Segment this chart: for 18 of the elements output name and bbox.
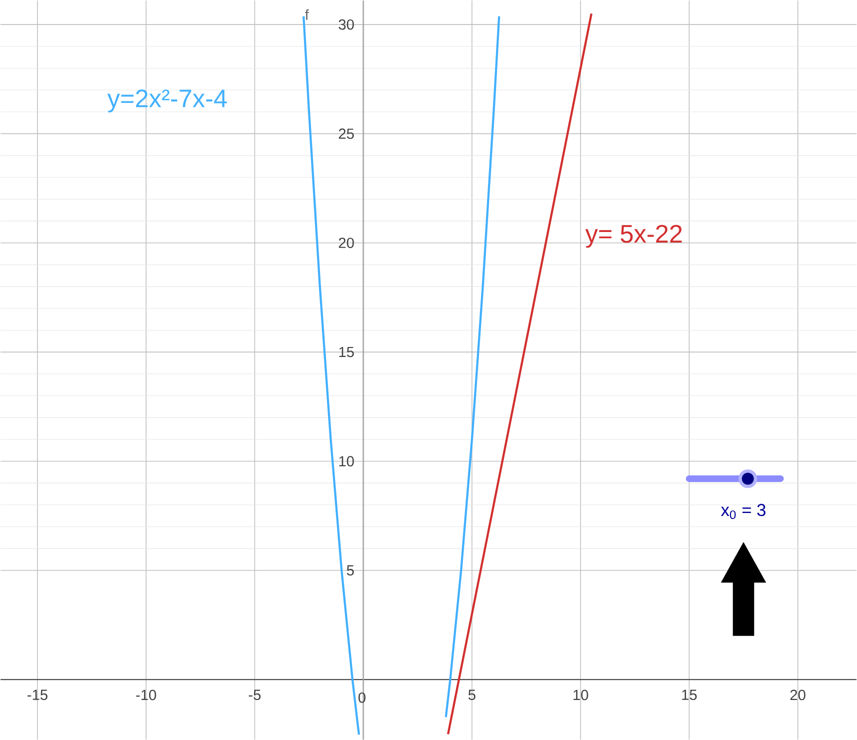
y-tick-label: 30 bbox=[338, 19, 354, 30]
x-tick-label: 15 bbox=[682, 690, 697, 700]
y-tick-label: 25 bbox=[338, 128, 354, 139]
text: y=2x²-7x-4 bbox=[107, 89, 227, 112]
y-tick-label: 20 bbox=[338, 238, 354, 248]
x-tick-label: 10 bbox=[574, 690, 588, 700]
y-tick-label: 15 bbox=[339, 346, 354, 358]
y-tick-label: 10 bbox=[339, 456, 354, 466]
series-label: y= 5x-22 bbox=[585, 224, 682, 248]
annotation: f bbox=[305, 9, 309, 20]
x-tick-label: 20 bbox=[790, 690, 806, 700]
y-tick-label: 5 bbox=[346, 565, 354, 576]
x-tick-label: 5 bbox=[468, 690, 476, 700]
x-tick-label: 0 bbox=[358, 692, 366, 703]
x-tick-label: -15 bbox=[28, 690, 48, 700]
x-tick-label: -10 bbox=[136, 690, 156, 700]
annotation: x$_{0}$ = 3 bbox=[720, 504, 766, 519]
x-tick-label: -5 bbox=[248, 690, 261, 700]
